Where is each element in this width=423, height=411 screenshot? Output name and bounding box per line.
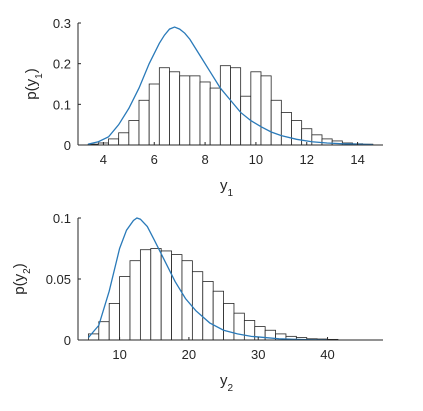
histogram-bar	[311, 134, 323, 146]
histogram-bar	[209, 87, 221, 146]
histogram-bar	[199, 81, 211, 146]
histogram-bars	[87, 248, 339, 341]
x-axis-label-subscript: 2	[227, 383, 233, 394]
histogram-bar	[270, 99, 282, 146]
histogram-bar	[108, 302, 120, 341]
density-curve	[87, 217, 328, 341]
histogram-bar	[212, 290, 224, 341]
histogram-bar	[233, 312, 245, 341]
histogram-bar	[98, 321, 110, 341]
x-tick-label: 10	[249, 152, 263, 167]
y-axis-label: p(y1)	[23, 68, 45, 99]
histogram-bar	[219, 65, 231, 146]
y-tick-label: 0.1	[53, 97, 71, 112]
y-tick-label: 0.2	[53, 57, 71, 72]
histogram-bar	[321, 138, 333, 146]
histogram-bar	[171, 254, 183, 341]
histogram-bar	[108, 138, 120, 146]
x-axis-label-base: y	[220, 177, 228, 194]
y-axis-label-post: )	[11, 263, 28, 268]
histogram-bar	[260, 75, 272, 146]
y-tick-label: 0.3	[53, 16, 71, 31]
x-tick-label: 6	[151, 152, 158, 167]
x-axis-label: y1	[220, 177, 234, 199]
x-tick-label: 40	[320, 347, 334, 362]
x-tick-label: 14	[350, 152, 364, 167]
histogram-bar	[148, 83, 160, 146]
y-axis-label-post: )	[23, 68, 40, 73]
histogram-bar	[138, 99, 150, 146]
x-tick-label: 4	[100, 152, 107, 167]
y-axis-label-pre: p(y	[23, 78, 40, 99]
histogram-bar	[129, 260, 141, 341]
histogram-bar	[191, 271, 204, 341]
x-tick-label: 20	[182, 347, 196, 362]
histogram-bar	[250, 71, 262, 146]
y-tick-label: 0.05	[46, 272, 71, 287]
y-tick-label: 0.1	[53, 211, 71, 226]
y-tick-label: 0	[64, 138, 71, 153]
histogram-bar	[139, 249, 152, 341]
y-tick-label: 0	[64, 333, 71, 348]
histogram-bars	[87, 65, 374, 146]
y-axis-label: p(y2)	[11, 263, 33, 294]
y-axis-label-subscript: 2	[22, 268, 33, 274]
x-axis-label: y2	[220, 372, 234, 394]
x-tick-label: 8	[201, 152, 208, 167]
x-tick-label: 12	[300, 152, 314, 167]
histogram-bar	[280, 112, 292, 146]
y-axis-label-pre: p(y	[11, 273, 28, 294]
histogram-bar	[179, 75, 191, 146]
x-axis-label-base: y	[220, 372, 228, 389]
histogram-bar	[189, 75, 201, 146]
histogram-bar	[202, 281, 214, 341]
histogram-bar	[223, 302, 235, 341]
x-axis-label-subscript: 1	[227, 188, 233, 199]
histogram-bar	[240, 95, 252, 146]
x-tick-label: 30	[251, 347, 265, 362]
histogram-bar	[119, 276, 131, 341]
density-curve	[88, 26, 373, 146]
x-tick-label: 10	[112, 347, 126, 362]
histogram-bar	[291, 120, 303, 146]
histogram-bar	[169, 71, 181, 146]
histogram-bar	[158, 67, 170, 146]
histogram-bar	[150, 248, 162, 341]
histogram-bar	[118, 132, 130, 146]
y-axis-label-subscript: 1	[34, 73, 45, 79]
histogram-bar	[128, 120, 140, 146]
